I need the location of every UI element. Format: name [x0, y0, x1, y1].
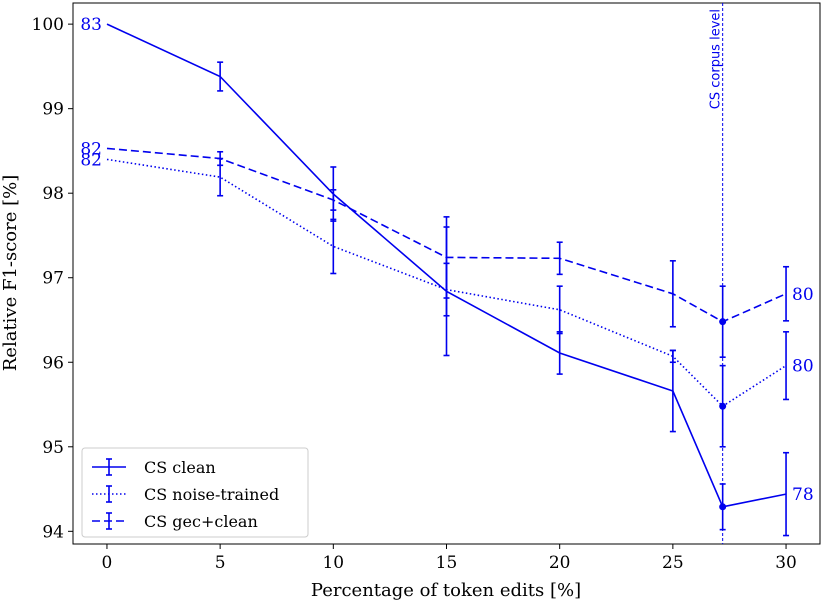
- x-tick-label: 5: [215, 553, 226, 573]
- x-axis-label: Percentage of token edits [%]: [311, 580, 581, 601]
- y-tick-label: 96: [42, 353, 64, 373]
- corpus-level-marker: CS corpus level: [709, 3, 724, 544]
- x-tick-label: 15: [436, 553, 458, 573]
- y-tick-label: 95: [42, 438, 64, 458]
- y-tick-label: 97: [42, 269, 64, 289]
- x-tick-label: 0: [102, 553, 113, 573]
- y-tick-label: 94: [42, 522, 64, 542]
- data-annotation: 78: [792, 485, 814, 505]
- data-annotation: 83: [80, 15, 102, 35]
- y-tick-label: 99: [42, 100, 64, 120]
- y-axis-ticks: 94 95 96 97 98 99 100: [32, 15, 73, 542]
- data-point: [719, 318, 727, 326]
- y-tick-label: 100: [32, 15, 64, 35]
- series-cs-noise-trained: [106, 157, 790, 448]
- series-line: [106, 147, 787, 323]
- x-tick-label: 20: [549, 553, 571, 573]
- y-axis-label: Relative F1-score [%]: [0, 175, 21, 372]
- data-annotation: 82: [80, 139, 102, 159]
- x-tick-label: 25: [662, 553, 684, 573]
- legend-label: CS clean: [144, 458, 216, 477]
- legend-label: CS gec+clean: [144, 512, 258, 531]
- data-annotation: 80: [792, 285, 814, 305]
- data-point: [719, 503, 727, 511]
- x-tick-label: 30: [775, 553, 797, 573]
- corpus-level-label: CS corpus level: [709, 9, 724, 109]
- x-axis-ticks: 0 5 10 15 20 25 30: [102, 544, 797, 573]
- y-tick-label: 98: [42, 184, 64, 204]
- data-annotation: 82: [80, 150, 102, 170]
- series-line: [106, 158, 787, 408]
- data-annotation: 80: [792, 357, 814, 377]
- legend-box: [81, 447, 309, 538]
- x-tick-label: 10: [322, 553, 344, 573]
- series-cs-gec-clean: [106, 147, 790, 358]
- legend: CS clean CS noise-trained CS gec+clean: [81, 447, 309, 538]
- legend-label: CS noise-trained: [144, 485, 279, 504]
- data-point: [719, 402, 727, 410]
- series-group: [106, 23, 790, 537]
- series-line: [106, 23, 787, 508]
